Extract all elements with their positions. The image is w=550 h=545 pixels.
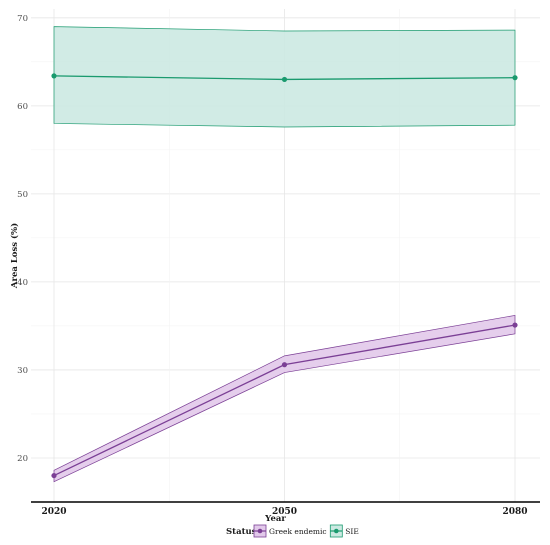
data-point: [281, 76, 288, 83]
data-point: [51, 472, 57, 479]
y-axis-ticks: 20 30 40 50 60 70: [17, 14, 28, 464]
data-point: [512, 322, 518, 328]
y-tick-label: 20: [17, 454, 28, 464]
y-axis-title: Area Loss (%): [9, 223, 20, 289]
y-tick-label: 30: [17, 366, 28, 376]
legend-label: Greek endemic: [269, 527, 327, 536]
legend-label: SIE: [345, 527, 359, 536]
x-axis-title: Year: [264, 514, 286, 524]
legend-key-point: [257, 528, 263, 534]
y-tick-label: 40: [17, 278, 28, 288]
x-tick-label: 2080: [502, 507, 527, 517]
legend-key-point: [334, 528, 339, 534]
confidence-bands: [53, 26, 516, 483]
confidence-band: [53, 26, 516, 128]
x-tick-label: 2050: [272, 507, 297, 517]
data-points: [51, 73, 518, 479]
legend-title: Status: [226, 527, 257, 537]
legend: Status Greek endemic SIE: [226, 524, 359, 538]
data-point: [281, 362, 288, 368]
confidence-band: [53, 314, 516, 483]
y-tick-label: 50: [17, 190, 28, 200]
y-tick-label: 60: [17, 102, 28, 112]
x-axis-ticks: 2020 2050 2080: [41, 507, 527, 517]
x-tick-label: 2020: [41, 507, 66, 517]
data-point: [512, 75, 518, 81]
data-point: [51, 73, 57, 79]
y-tick-label: 70: [17, 14, 28, 24]
